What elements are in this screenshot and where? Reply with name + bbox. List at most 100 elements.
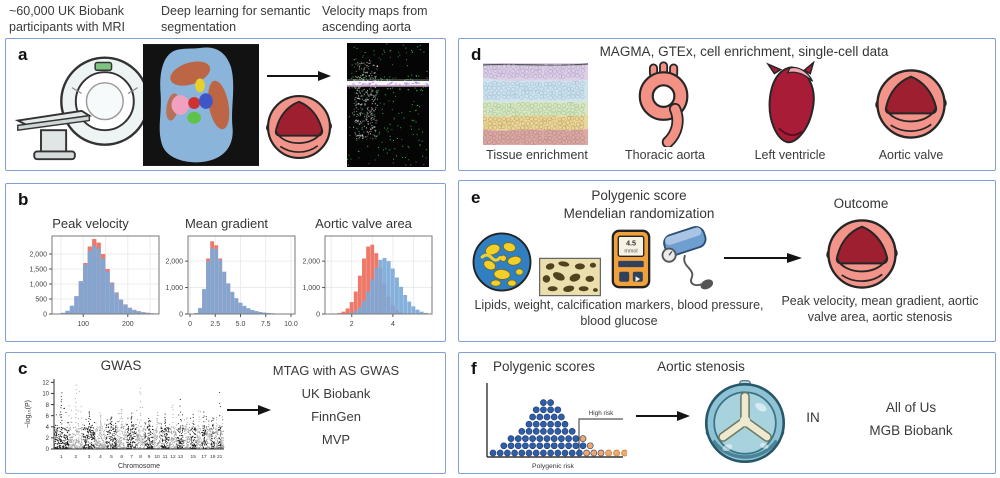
velocity-map-image <box>347 43 429 167</box>
svg-text:1,000: 1,000 <box>302 285 320 292</box>
panel-e-title-line1: Polygenic score <box>591 188 687 203</box>
svg-text:5.0: 5.0 <box>236 321 246 328</box>
histogram-title: Aortic valve area <box>315 216 412 231</box>
item-label-valve: Aortic valve <box>878 148 944 162</box>
histogram-title: Peak velocity <box>52 216 129 231</box>
panel-c-letter: c <box>18 359 28 378</box>
panel-d-title: MAGMA, GTEx, cell enrichment, single-cel… <box>599 44 889 59</box>
panel-a-letter: a <box>18 45 28 64</box>
panel-b-letter: b <box>18 190 29 209</box>
svg-text:19: 19 <box>210 454 216 460</box>
svg-text:0: 0 <box>316 311 320 318</box>
top-label-velocity-maps: Velocity maps from ascending aorta <box>322 4 428 34</box>
gwas-title: GWAS <box>100 358 142 373</box>
item-label-aorta: Thoracic aorta <box>625 148 705 162</box>
prosthetic-valve-icon <box>704 380 786 464</box>
svg-text:1,000: 1,000 <box>29 281 47 288</box>
svg-text:4: 4 <box>391 321 395 328</box>
svg-text:9: 9 <box>148 454 151 460</box>
thoracic-aorta-icon <box>638 61 689 147</box>
svg-text:100: 100 <box>77 321 89 328</box>
svg-text:4.5: 4.5 <box>626 238 636 247</box>
mtag-line: FinnGen <box>311 409 361 424</box>
histogram-plot: 0 500 1,000 1,500 2,000 100 200 <box>29 235 160 328</box>
mri-scanner-icon <box>14 56 150 161</box>
panel-d-letter: d <box>471 45 482 64</box>
calcification-icon <box>539 257 601 297</box>
mtag-line: UK Biobank <box>301 386 371 401</box>
panel-e-title-line2: Mendelian randomization <box>563 205 715 221</box>
svg-text:8: 8 <box>46 403 50 409</box>
svg-text:2: 2 <box>46 436 50 442</box>
cohort-name: MGB Biobank <box>869 422 953 438</box>
svg-text:6: 6 <box>46 414 50 420</box>
svg-text:3: 3 <box>88 454 91 460</box>
cohort-name: All of Us <box>885 400 937 415</box>
panel-b: b Peak velocity 0 500 1,000 1,500 2,000 100 20… <box>5 183 446 342</box>
item-label-tissue: Tissue enrichment <box>486 148 588 162</box>
svg-text:−log₁₀(P): −log₁₀(P) <box>25 400 32 428</box>
panel-e-letter: e <box>471 188 481 207</box>
svg-text:6: 6 <box>120 454 123 460</box>
right-arrow-icon <box>636 411 690 421</box>
panel-f-letter: f <box>471 359 477 378</box>
svg-text:2,000: 2,000 <box>165 259 183 266</box>
svg-text:0: 0 <box>179 311 183 318</box>
histogram-plot: 0 1,000 2,000 0 2.5 5.0 7.5 10.0 <box>165 235 298 328</box>
aortic-valve-icon <box>263 91 335 163</box>
left-ventricle-icon <box>766 61 815 144</box>
svg-text:12: 12 <box>170 454 176 460</box>
svg-text:4: 4 <box>99 454 102 460</box>
exposures-caption: Lipids, weight, calcification markers, b… <box>474 298 764 329</box>
panel-f: f Polygenic scores High risk Polygenic ri… <box>458 352 996 474</box>
right-arrow-icon <box>267 71 331 81</box>
panel-a: a <box>5 38 446 171</box>
histogram-plot: 0 1,000 2,000 2 4 <box>302 235 433 328</box>
outcome-label: Outcome <box>833 196 889 211</box>
svg-text:2: 2 <box>350 321 354 328</box>
mtag-line: MTAG with AS GWAS <box>272 363 400 378</box>
svg-text:2.5: 2.5 <box>210 321 220 328</box>
svg-text:5: 5 <box>110 454 113 460</box>
panel-e: e Polygenic score Mendelian randomizatio… <box>458 180 996 342</box>
histogram-peak-velocity: Peak velocity 0 500 1,000 1,500 2,000 100 200 <box>18 216 163 335</box>
svg-text:1,000: 1,000 <box>165 285 183 292</box>
svg-text:10.0: 10.0 <box>284 321 298 328</box>
tissue-enrichment-image <box>483 63 588 145</box>
mtag-text-block: MTAG with AS GWAS UK Biobank FinnGen MVP <box>236 363 436 455</box>
panel-c: c GWAS 1 2 3 4 5 6 7 8 9 10 11 12 13 15 17 19 21 0 2 4 6 8 10 1… <box>5 352 446 474</box>
manhattan-plot: 1 2 3 4 5 6 7 8 9 10 11 12 13 15 17 19 21024681012−log₁₀… <box>25 379 225 470</box>
histogram-mean-gradient: Mean gradient 0 1,000 2,000 0 2.5 5.0 7.5 10.0 <box>154 216 299 335</box>
svg-text:High risk: High risk <box>589 410 614 417</box>
right-arrow-icon <box>724 253 802 263</box>
svg-text:2,000: 2,000 <box>302 259 320 266</box>
svg-text:10: 10 <box>42 392 49 398</box>
outcomes-caption: Peak velocity, mean gradient, aortic val… <box>781 294 979 325</box>
aortic-valve-icon <box>872 65 950 143</box>
svg-text:21: 21 <box>217 454 223 460</box>
top-label-deep-learning: Deep learning for semantic segmentation <box>161 4 311 34</box>
svg-text:7: 7 <box>130 454 133 460</box>
segmentation-mri-image <box>143 44 259 166</box>
histogram-title: Mean gradient <box>184 216 269 231</box>
cohorts-block: All of Us MGB Biobank <box>831 397 991 443</box>
polygenic-risk-dot-plot: High risk Polygenic risk <box>486 383 627 470</box>
svg-text:8: 8 <box>139 454 142 460</box>
svg-text:1: 1 <box>60 454 63 460</box>
lipids-icon <box>472 232 532 292</box>
svg-text:0: 0 <box>188 321 192 328</box>
svg-text:500: 500 <box>35 296 47 303</box>
svg-text:2,000: 2,000 <box>29 251 47 258</box>
right-arrow-icon <box>227 405 271 415</box>
svg-text:12: 12 <box>42 381 49 387</box>
svg-text:Chromosome: Chromosome <box>118 463 160 470</box>
svg-text:200: 200 <box>122 321 134 328</box>
panel-e-title: Polygenic score Mendelian randomization <box>509 187 769 222</box>
aortic-stenosis-title: Aortic stenosis <box>657 359 745 374</box>
svg-text:11: 11 <box>163 454 168 460</box>
panel-d: d MAGMA, GTEx, cell enrichment, single-c… <box>458 38 996 171</box>
top-label-participants: ~60,000 UK Biobank participants with MRI <box>9 4 126 34</box>
svg-text:1,500: 1,500 <box>29 266 47 273</box>
svg-text:10: 10 <box>154 454 160 460</box>
